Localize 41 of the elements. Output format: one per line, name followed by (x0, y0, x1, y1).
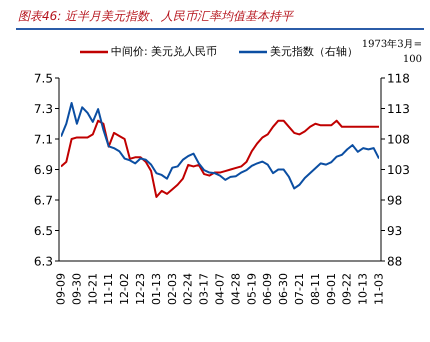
x-tick-label: 08-11 (308, 273, 322, 305)
x-tick-label: 05-19 (245, 273, 258, 305)
x-tick-label: 09-22 (340, 273, 354, 305)
legend-label: 中间价: 美元兑人民币 (111, 44, 218, 59)
line-series (61, 120, 379, 198)
x-tick-label: 06-30 (277, 273, 290, 305)
x-tick-label: 11-03 (372, 273, 386, 305)
x-tick-label: 02-24 (182, 273, 195, 305)
y-tick-label: 7.5 (34, 71, 53, 86)
y2-tick-label: 108 (387, 132, 410, 146)
x-tick-label: 01-13 (150, 273, 163, 305)
x-tick-label: 10-21 (86, 273, 100, 305)
x-tick-label: 03-17 (198, 273, 211, 305)
y-tick-label: 7.3 (34, 102, 53, 116)
y2-tick-label: 113 (387, 102, 410, 116)
y-tick-label: 6.9 (34, 162, 53, 177)
y-tick-label: 6.3 (34, 254, 53, 268)
y-tick-label: 7.1 (34, 132, 53, 146)
y-tick-label: 6.5 (34, 224, 53, 238)
x-tick-label: 12-23 (134, 273, 147, 305)
y2-axis-title: 1973年3月=100 (360, 38, 422, 67)
y2-tick-label: 103 (387, 162, 410, 177)
y-tick-label: 6.7 (34, 193, 53, 208)
x-tick-label: 06-09 (261, 273, 274, 305)
x-tick-label: 07-21 (293, 273, 306, 305)
y2-tick-label: 88 (387, 254, 402, 268)
x-tick-label: 10-13 (356, 273, 370, 305)
line-series (61, 102, 379, 190)
y2-tick-label: 118 (387, 71, 410, 86)
x-tick-label: 09-01 (324, 273, 338, 305)
x-tick-label: 11-11 (102, 273, 116, 305)
x-tick-label: 09-09 (54, 273, 68, 305)
x-tick-label: 12-02 (118, 273, 132, 305)
y2-tick-label: 93 (387, 224, 402, 238)
legend-label: 美元指数（右轴） (270, 44, 358, 59)
chart-title: 图表46: 近半月美元指数、人民币汇率均值基本持平 (18, 8, 294, 25)
x-tick-label: 04-28 (229, 273, 242, 305)
x-tick-label: 04-07 (214, 273, 226, 305)
y2-tick-label: 98 (387, 193, 402, 208)
x-tick-label: 09-30 (70, 273, 84, 305)
x-tick-label: 02-03 (166, 273, 179, 305)
